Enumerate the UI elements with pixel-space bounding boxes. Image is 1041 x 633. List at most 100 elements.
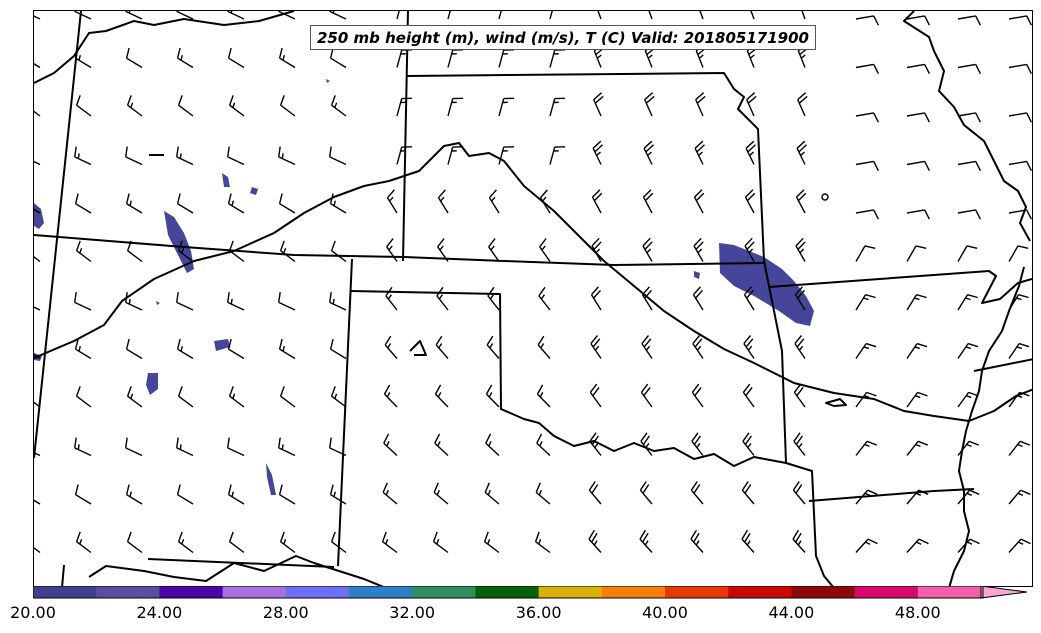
wind-barb xyxy=(906,245,927,262)
wind-barb xyxy=(278,484,296,505)
wind-barb xyxy=(278,11,296,20)
colorbar xyxy=(33,586,1028,599)
wind-barb xyxy=(855,112,880,123)
wind-barb xyxy=(227,437,245,457)
wind-barb xyxy=(432,531,449,554)
wind-barb xyxy=(906,63,931,75)
wind-barb xyxy=(385,286,398,311)
wind-barb xyxy=(691,432,704,456)
wind-barb xyxy=(434,433,449,457)
border-line-3 xyxy=(402,11,409,262)
wind-barb xyxy=(437,238,449,262)
wind-barb xyxy=(74,11,92,20)
wind-barb xyxy=(74,437,92,457)
wind-barb xyxy=(593,92,604,117)
colorbar-bins xyxy=(33,586,1028,599)
wind-barb xyxy=(34,306,41,311)
wind-barb xyxy=(176,11,194,20)
wind-barb xyxy=(957,209,982,220)
colorbar-tick-label: 36.00 xyxy=(515,603,562,622)
border-line-8 xyxy=(808,488,975,502)
border-line-14 xyxy=(147,558,335,568)
shaded-spot-1 xyxy=(222,173,230,187)
wind-barb xyxy=(692,335,704,359)
wind-barb xyxy=(396,97,413,117)
wind-barb xyxy=(588,529,602,553)
wind-barb xyxy=(795,237,806,262)
wind-barb xyxy=(498,11,502,20)
wind-barb xyxy=(597,11,602,20)
wind-barb xyxy=(125,193,143,214)
wind-barb xyxy=(382,482,398,505)
wind-barb xyxy=(906,112,931,123)
wind-barb xyxy=(906,209,931,220)
wind-barb xyxy=(177,95,194,117)
colorbar-bin xyxy=(601,586,666,598)
wind-barb xyxy=(793,432,806,456)
colorbar-outline xyxy=(33,586,984,599)
wind-barb xyxy=(125,338,143,360)
wind-barb xyxy=(396,146,413,165)
wind-barb xyxy=(742,432,755,456)
wind-barb xyxy=(591,237,602,262)
wind-barb xyxy=(1008,63,1032,75)
map-panel: 250 mb height (m), wind (m/s), T (C) Val… xyxy=(33,10,1033,587)
wind-barb xyxy=(537,335,551,359)
wind-barb xyxy=(855,489,878,505)
wind-barb xyxy=(855,160,880,172)
wind-barb xyxy=(498,146,515,165)
border-line-5 xyxy=(337,258,353,567)
wind-barb xyxy=(536,384,551,408)
wind-barb xyxy=(177,386,194,408)
colorbar-bin xyxy=(285,586,350,598)
map-title: 250 mb height (m), wind (m/s), T (C) Val… xyxy=(310,25,816,50)
wind-barb xyxy=(329,193,347,214)
wind-barb xyxy=(434,384,449,408)
wind-barb xyxy=(641,335,653,359)
border-line-16 xyxy=(948,266,1025,586)
wind-barb xyxy=(792,481,806,505)
wind-barb xyxy=(549,146,566,165)
wind-barb xyxy=(957,63,982,75)
wind-barb xyxy=(329,47,347,69)
wind-barb xyxy=(592,140,603,165)
wind-barb xyxy=(34,160,41,166)
wind-barb xyxy=(176,146,194,166)
wind-barb xyxy=(433,482,449,505)
wind-barb xyxy=(330,95,347,117)
wind-barb xyxy=(906,342,928,359)
wind-barb xyxy=(383,433,398,457)
colorbar-bin xyxy=(33,586,97,598)
wind-barb xyxy=(329,146,347,166)
wind-barb xyxy=(641,286,653,311)
wind-barb xyxy=(125,291,143,311)
wind-barb xyxy=(643,140,654,165)
map-canvas xyxy=(34,11,1032,586)
wind-barb xyxy=(1008,294,1029,311)
colorbar-tick-label: 40.00 xyxy=(642,603,688,622)
border-line-10 xyxy=(34,142,1032,422)
wind-barb xyxy=(1008,489,1031,505)
wind-barb xyxy=(34,547,41,554)
wind-barb xyxy=(906,294,927,311)
wind-barb xyxy=(34,63,41,69)
shaded-spot-5 xyxy=(250,187,258,195)
border-line-18 xyxy=(409,340,427,356)
wind-barb xyxy=(699,11,704,20)
wind-barb xyxy=(74,291,92,311)
wind-barb xyxy=(34,499,41,505)
wind-barb xyxy=(539,238,551,262)
wind-barb xyxy=(957,15,982,26)
colorbar-bin xyxy=(222,586,287,598)
wind-barb xyxy=(906,538,929,553)
border-line-9 xyxy=(973,358,1032,372)
wind-barb xyxy=(1008,112,1032,123)
border-line-2 xyxy=(34,234,765,266)
colorbar-bin xyxy=(475,586,540,598)
wind-barb xyxy=(743,335,755,359)
wind-barb xyxy=(750,11,755,20)
wind-barb xyxy=(227,338,245,360)
wind-barb xyxy=(694,140,705,165)
border-line-13 xyxy=(61,564,65,586)
wind-barb xyxy=(538,286,551,311)
